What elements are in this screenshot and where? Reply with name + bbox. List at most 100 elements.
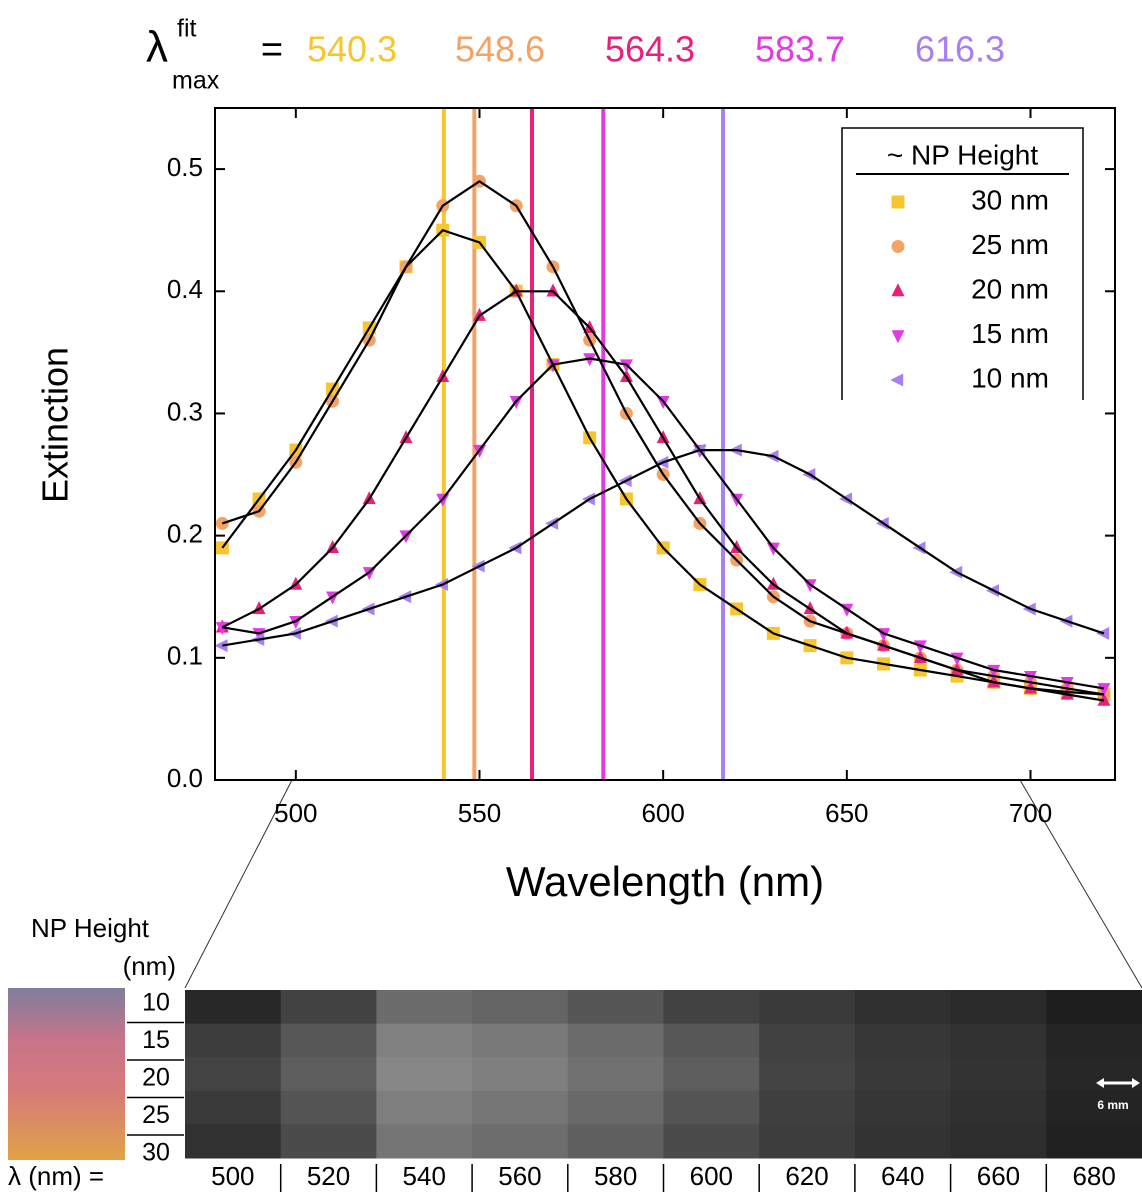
legend-label: 15 nm: [971, 318, 1049, 349]
image-tile: [280, 1057, 377, 1092]
x-tick-label: 550: [458, 798, 501, 828]
image-tile: [854, 1023, 952, 1058]
fit-line: [221, 228, 1105, 696]
scale-arrow: [1096, 1078, 1104, 1088]
image-tile: [472, 1090, 569, 1125]
y-tick-label: 0.2: [167, 519, 203, 549]
image-tile: [950, 1090, 1047, 1125]
image-tile: [185, 990, 282, 1025]
image-tile: [950, 990, 1047, 1025]
data-point: [583, 353, 597, 367]
wavelength-label: 560: [498, 1161, 541, 1191]
lambda-max-value: 548.6: [455, 29, 545, 70]
image-tile: [759, 1124, 856, 1159]
legend-box: [841, 127, 1084, 400]
legend-marker: [890, 373, 904, 387]
legend-title: ~ NP Height: [887, 139, 1038, 170]
x-tick-label: 650: [825, 798, 868, 828]
image-tile: [280, 1023, 377, 1058]
wavelength-label: 680: [1072, 1161, 1115, 1191]
wavelength-label: 620: [785, 1161, 828, 1191]
image-tile: [567, 990, 664, 1025]
image-tile: [376, 1057, 473, 1092]
zoom-line: [184, 779, 293, 989]
image-tile: [376, 990, 473, 1025]
wavelength-label: 540: [403, 1161, 446, 1191]
image-tile: [950, 1124, 1047, 1159]
image-tile: [472, 1057, 569, 1092]
x-tick-label: 600: [641, 798, 684, 828]
lambda-max-value: 583.7: [755, 29, 845, 70]
y-tick-label: 0.3: [167, 396, 203, 426]
wavelength-label: 660: [977, 1161, 1020, 1191]
x-tick-label: 500: [274, 798, 317, 828]
image-tile: [663, 1090, 760, 1125]
scale-arrow: [1132, 1078, 1140, 1088]
data-point: [1097, 683, 1111, 697]
data-point: [987, 674, 1001, 688]
image-tile: [854, 1124, 952, 1159]
image-tile: [1046, 1023, 1142, 1058]
image-tile: [376, 1124, 473, 1159]
data-point: [1097, 692, 1111, 706]
x-axis-label: Wavelength (nm): [506, 858, 824, 905]
image-tile: [472, 990, 569, 1025]
image-tile: [185, 1057, 282, 1092]
legend-label: 20 nm: [971, 273, 1049, 304]
image-tile: [854, 1090, 952, 1125]
image-tile: [472, 1124, 569, 1159]
data-point: [1024, 670, 1038, 684]
fit-line: [221, 290, 1105, 702]
height-label: NP Height: [31, 913, 150, 943]
image-tile: [280, 1124, 377, 1159]
height-tick-label: 15: [142, 1026, 170, 1054]
wavelength-label: 500: [211, 1161, 254, 1191]
image-tile: [759, 1023, 856, 1058]
legend-marker: [891, 195, 905, 209]
image-tile: [663, 1057, 760, 1092]
sample-photo: [8, 988, 125, 1160]
height-tick-label: 10: [142, 989, 170, 1017]
image-tile: [185, 1124, 282, 1159]
image-tile: [950, 1023, 1047, 1058]
lambda-label: λ (nm) =: [8, 1161, 104, 1191]
image-tile: [567, 1124, 664, 1159]
image-tile: [472, 1023, 569, 1058]
lambda-symbol: λ: [146, 23, 168, 72]
image-tile: [1046, 990, 1142, 1025]
y-tick-label: 0.4: [167, 274, 203, 304]
lambda-subscript: max: [172, 67, 220, 95]
wavelength-label: 580: [594, 1161, 637, 1191]
height-unit: (nm): [123, 951, 176, 981]
legend-marker: [891, 330, 905, 344]
image-tile: [759, 990, 856, 1025]
data-point: [214, 639, 228, 653]
y-tick-label: 0.1: [167, 641, 203, 671]
lambda-max-value: 540.3: [307, 29, 397, 70]
lambda-max-value: 564.3: [605, 29, 695, 70]
wavelength-label: 640: [881, 1161, 924, 1191]
legend-marker: [891, 240, 905, 253]
image-tile: [185, 1023, 282, 1058]
image-tile: [280, 1090, 377, 1125]
y-axis-label: Extinction: [35, 347, 76, 503]
lambda-max-value: 616.3: [915, 29, 1005, 70]
data-point: [1060, 677, 1074, 691]
lambda-equals: =: [261, 29, 283, 71]
height-tick-label: 20: [142, 1064, 170, 1092]
x-tick-label: 700: [1009, 798, 1052, 828]
image-tile: [1046, 1124, 1142, 1159]
image-tile: [950, 1057, 1047, 1092]
lambda-superscript: fit: [177, 15, 197, 43]
y-tick-label: 0.5: [167, 152, 203, 182]
scale-label: 6 mm: [1097, 1098, 1128, 1112]
image-tile: [663, 1023, 760, 1058]
plot-frame: [214, 107, 1116, 781]
legend-label: 10 nm: [971, 362, 1049, 393]
image-tile: [185, 1090, 282, 1125]
fit-line: [222, 357, 1105, 690]
image-tile: [854, 1057, 952, 1092]
legend-label: 30 nm: [971, 184, 1049, 215]
image-tile: [567, 1023, 664, 1058]
